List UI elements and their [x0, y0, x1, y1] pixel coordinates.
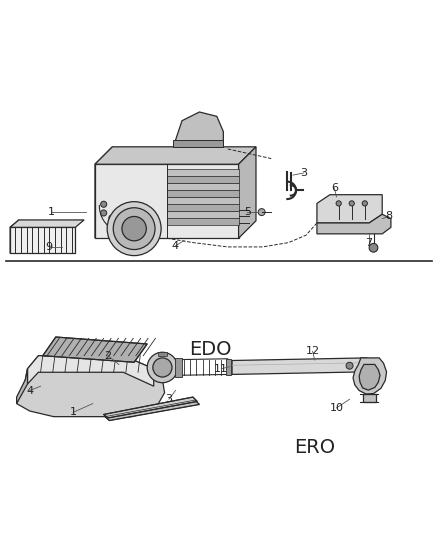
Polygon shape — [95, 164, 239, 238]
Polygon shape — [317, 214, 391, 234]
Text: 5: 5 — [244, 207, 251, 217]
Circle shape — [349, 201, 354, 206]
Polygon shape — [105, 400, 199, 421]
Text: 3: 3 — [166, 394, 173, 404]
Polygon shape — [167, 218, 239, 225]
Polygon shape — [10, 220, 84, 228]
Circle shape — [346, 362, 353, 369]
Polygon shape — [176, 358, 182, 377]
Polygon shape — [17, 369, 28, 403]
Polygon shape — [239, 147, 256, 238]
Text: 1: 1 — [70, 407, 77, 417]
Polygon shape — [173, 140, 223, 147]
Text: ERO: ERO — [294, 438, 336, 457]
Polygon shape — [353, 358, 387, 394]
Polygon shape — [167, 190, 239, 197]
Polygon shape — [226, 359, 231, 375]
Text: 1: 1 — [48, 207, 55, 217]
Polygon shape — [158, 352, 167, 356]
Circle shape — [101, 210, 107, 216]
Text: 6: 6 — [331, 183, 338, 193]
Circle shape — [153, 358, 172, 377]
Text: 3: 3 — [300, 168, 307, 178]
Polygon shape — [317, 195, 382, 223]
Polygon shape — [167, 197, 239, 204]
Circle shape — [362, 201, 367, 206]
Circle shape — [113, 208, 155, 249]
Text: 8: 8 — [385, 212, 392, 221]
Circle shape — [109, 215, 114, 220]
Polygon shape — [167, 204, 239, 211]
Text: 11: 11 — [214, 364, 228, 374]
Circle shape — [122, 216, 146, 241]
Text: 7: 7 — [366, 238, 373, 247]
Circle shape — [107, 201, 161, 256]
Text: 4: 4 — [26, 385, 33, 395]
Polygon shape — [363, 394, 376, 402]
Text: 12: 12 — [306, 346, 320, 357]
Circle shape — [101, 201, 107, 207]
Text: 4: 4 — [172, 241, 179, 251]
Circle shape — [336, 201, 341, 206]
Polygon shape — [167, 168, 239, 176]
Polygon shape — [104, 397, 197, 418]
Text: 2: 2 — [104, 351, 112, 361]
Text: EDO: EDO — [189, 340, 232, 359]
Polygon shape — [10, 228, 75, 254]
Polygon shape — [232, 358, 367, 375]
Polygon shape — [167, 211, 239, 218]
Circle shape — [258, 208, 265, 215]
Polygon shape — [43, 337, 147, 362]
Polygon shape — [17, 356, 165, 417]
Polygon shape — [95, 147, 256, 164]
Circle shape — [369, 244, 378, 252]
Text: 9: 9 — [46, 242, 53, 252]
Polygon shape — [167, 183, 239, 190]
Circle shape — [147, 352, 178, 383]
Polygon shape — [167, 176, 239, 183]
Polygon shape — [28, 356, 154, 386]
Polygon shape — [173, 112, 223, 147]
Polygon shape — [359, 365, 380, 390]
Text: 10: 10 — [329, 403, 343, 413]
Polygon shape — [95, 147, 113, 238]
Polygon shape — [10, 220, 19, 254]
